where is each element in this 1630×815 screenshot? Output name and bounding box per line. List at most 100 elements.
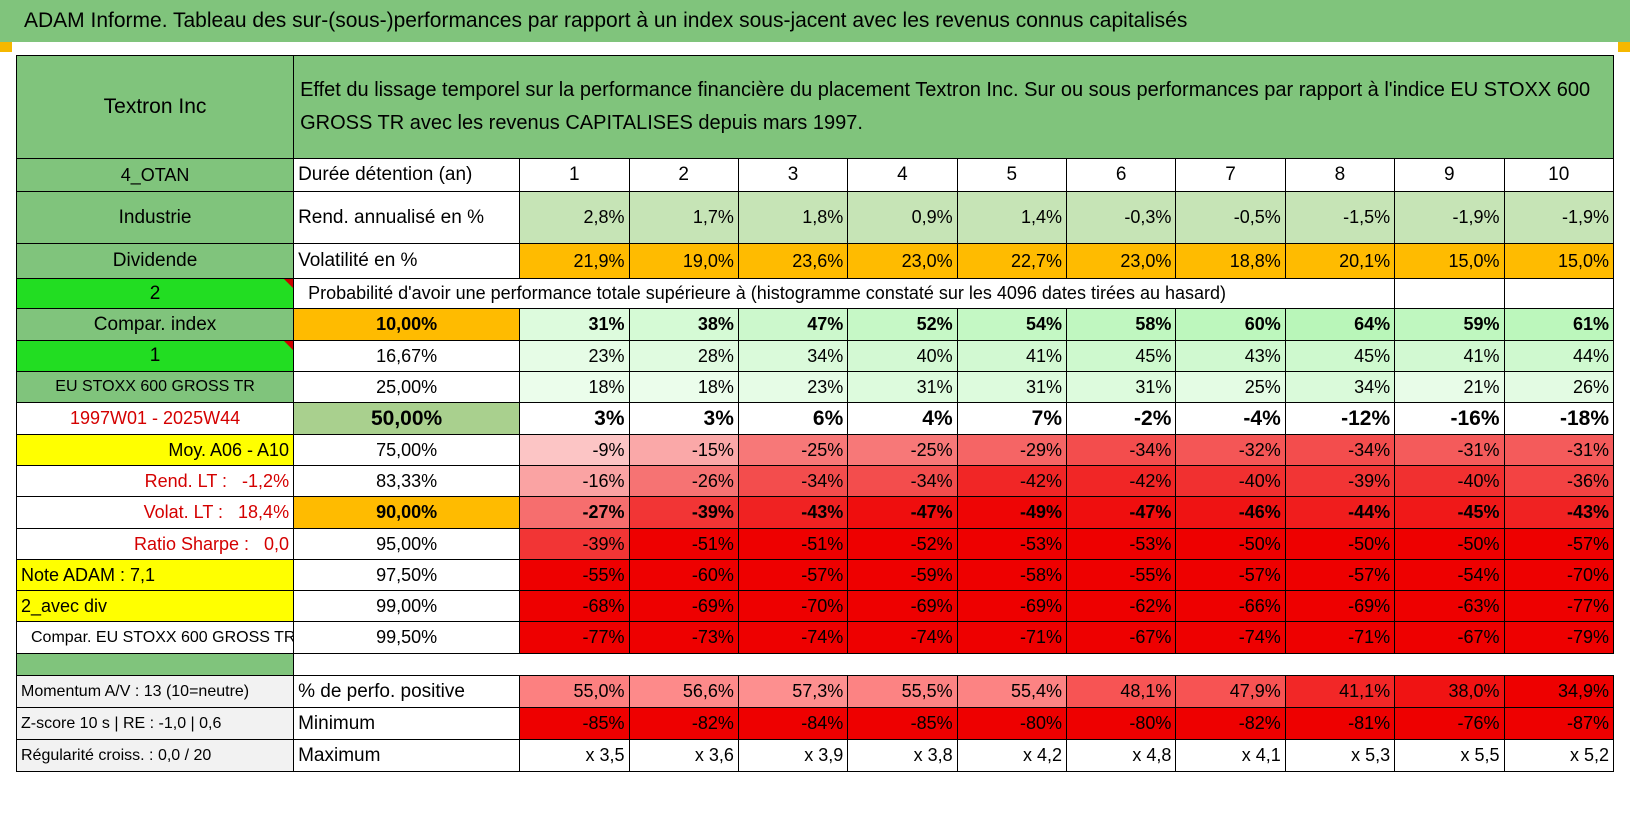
- prob-value: -57%: [1284, 559, 1396, 591]
- positive-perf-value: 57,3%: [737, 675, 849, 708]
- prob-value: -53%: [1065, 528, 1177, 560]
- sharpe-ratio: Ratio Sharpe : 0,0: [15, 528, 295, 560]
- threshold-pct: 90,00%: [293, 496, 521, 529]
- maximum-value: x 3,5: [519, 739, 630, 772]
- prob-value: -47%: [847, 496, 958, 529]
- prob-value: -4%: [1175, 402, 1286, 435]
- minimum-value: -80%: [956, 707, 1068, 740]
- prob-value: 59%: [1394, 308, 1505, 341]
- period-label: 1997W01 - 2025W44: [15, 402, 295, 435]
- sharpe-ratio-label: Ratio Sharpe :: [133, 533, 250, 554]
- prob-value: -50%: [1284, 528, 1396, 560]
- rend-value: -1,5%: [1284, 191, 1396, 244]
- left-marker-icon: [0, 42, 12, 52]
- empty-cell: [1503, 278, 1614, 309]
- prob-value: 41%: [956, 340, 1068, 372]
- prob-value: -43%: [737, 496, 849, 529]
- prob-value: -40%: [1394, 465, 1505, 497]
- prob-value: -51%: [737, 528, 849, 560]
- prob-value: -39%: [1284, 465, 1396, 497]
- minimum-value: -82%: [628, 707, 739, 740]
- threshold-pct: 83,33%: [293, 465, 521, 497]
- prob-value: -60%: [628, 559, 739, 591]
- threshold-pct: 99,50%: [293, 621, 521, 654]
- prob-value: -44%: [1284, 496, 1396, 529]
- prob-value: -36%: [1503, 465, 1614, 497]
- prob-value: -67%: [1065, 621, 1177, 654]
- prob-value: -2%: [1065, 402, 1177, 435]
- year-header: 2: [628, 158, 739, 192]
- prob-value: 31%: [847, 371, 958, 403]
- maximum-value: x 3,6: [628, 739, 739, 772]
- prob-value: -31%: [1394, 434, 1505, 466]
- vol-value: 19,0%: [628, 243, 739, 279]
- prob-value: -39%: [628, 496, 739, 529]
- prob-value: -29%: [956, 434, 1068, 466]
- prob-value: -34%: [1284, 434, 1396, 466]
- level1-selector: 1: [15, 340, 295, 372]
- minimum-value: -82%: [1175, 707, 1286, 740]
- prob-value: -27%: [519, 496, 630, 529]
- prob-value: -73%: [628, 621, 739, 654]
- prob-value: -68%: [519, 590, 630, 622]
- sector-label: Industrie: [15, 191, 295, 244]
- threshold-pct: 25,00%: [293, 371, 521, 403]
- year-header: 7: [1175, 158, 1286, 192]
- prob-value: 43%: [1175, 340, 1286, 372]
- level2-selector: 2: [15, 278, 295, 309]
- year-header: 4: [847, 158, 958, 192]
- group-label: 4_OTAN: [15, 158, 295, 192]
- prob-value: 3%: [519, 402, 630, 435]
- prob-value: -12%: [1284, 402, 1396, 435]
- rend-value: 2,8%: [519, 191, 630, 244]
- avec-div-label: 2_avec div: [15, 590, 295, 622]
- prob-value: 38%: [628, 308, 739, 341]
- positive-perf-value: 48,1%: [1065, 675, 1177, 708]
- prob-value: -59%: [847, 559, 958, 591]
- positive-perf-value: 38,0%: [1394, 675, 1505, 708]
- minimum-info: Z-score 10 s | RE : -1,0 | 0,6: [15, 707, 295, 740]
- prob-value: -71%: [1284, 621, 1396, 654]
- prob-value: -77%: [1503, 590, 1614, 622]
- prob-value: -69%: [628, 590, 739, 622]
- maximum-value: x 5,3: [1284, 739, 1396, 772]
- prob-value: -69%: [1284, 590, 1396, 622]
- rend-lt-label: Rend. LT :: [144, 470, 228, 491]
- rend-value: -1,9%: [1503, 191, 1614, 244]
- prob-value: -34%: [737, 465, 849, 497]
- prob-value: -16%: [519, 465, 630, 497]
- prob-value: -26%: [628, 465, 739, 497]
- prob-value: 31%: [956, 371, 1068, 403]
- prob-value: 61%: [1503, 308, 1614, 341]
- prob-value: 58%: [1065, 308, 1177, 341]
- prob-value: 25%: [1175, 371, 1286, 403]
- rend-value: -0,3%: [1065, 191, 1177, 244]
- minimum-value: -80%: [1065, 707, 1177, 740]
- right-marker-icon: [1618, 42, 1630, 52]
- spacer: [227, 471, 242, 491]
- prob-value: 18%: [519, 371, 630, 403]
- vol-value: 23,0%: [1065, 243, 1177, 279]
- prob-value: -46%: [1175, 496, 1286, 529]
- positive-perf-value: 34,9%: [1503, 675, 1614, 708]
- prob-value: -34%: [1065, 434, 1177, 466]
- rend-value: 1,4%: [956, 191, 1068, 244]
- vol-value: 15,0%: [1503, 243, 1614, 279]
- prob-value: 3%: [628, 402, 739, 435]
- prob-value: -32%: [1175, 434, 1286, 466]
- prob-value: -66%: [1175, 590, 1286, 622]
- prob-value: 41%: [1394, 340, 1505, 372]
- minimum-value: -81%: [1284, 707, 1396, 740]
- prob-value: 31%: [519, 308, 630, 341]
- prob-value: -18%: [1503, 402, 1614, 435]
- rend-lt-value: -1,2%: [242, 470, 290, 491]
- prob-value: -63%: [1394, 590, 1505, 622]
- prob-value: -57%: [737, 559, 849, 591]
- minimum-value: -85%: [847, 707, 958, 740]
- prob-value: 64%: [1284, 308, 1396, 341]
- prob-value: -31%: [1503, 434, 1614, 466]
- threshold-pct: 95,00%: [293, 528, 521, 560]
- minimum-value: -87%: [1503, 707, 1614, 740]
- vol-value: 21,9%: [519, 243, 630, 279]
- prob-value: 34%: [1284, 371, 1396, 403]
